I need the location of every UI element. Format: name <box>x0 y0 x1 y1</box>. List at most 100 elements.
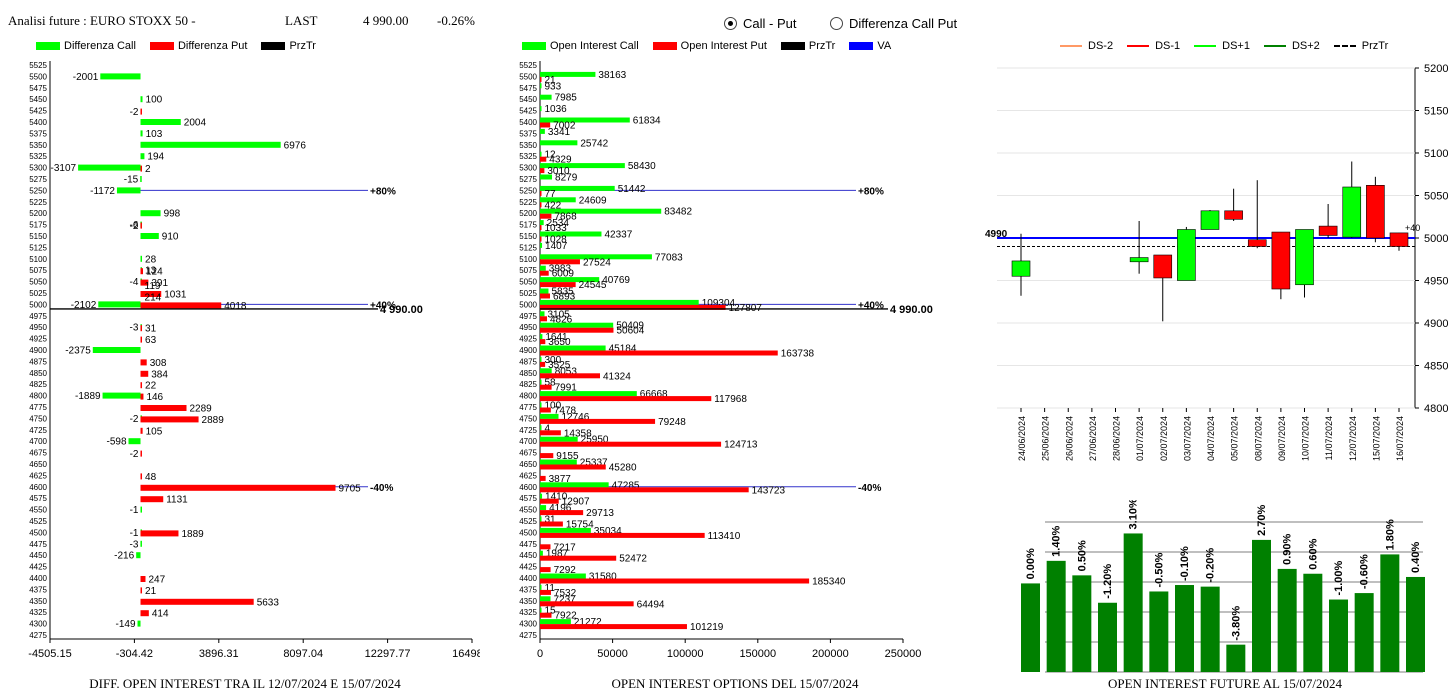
strike-tick-label: 5250 <box>519 186 537 195</box>
strike-tick-label: 4550 <box>29 506 47 515</box>
bar-value-label: -15 <box>124 175 139 186</box>
bar-value-label: 998 <box>164 209 181 220</box>
put-bar <box>140 382 143 389</box>
y-tick-label: 4900 <box>1424 318 1448 330</box>
put-bar <box>140 359 147 366</box>
call-bar <box>540 516 542 522</box>
strike-tick-label: 4925 <box>519 335 537 344</box>
strike-tick-label: 4425 <box>519 563 537 572</box>
y-tick-label: 5000 <box>1424 233 1448 245</box>
bar-value-label: 4196 <box>549 503 572 514</box>
date-tick-label: 01/07/2024 <box>1135 416 1145 461</box>
bar-value-label: 5835 <box>551 287 574 298</box>
call-bar <box>540 459 577 465</box>
strike-tick-label: 4775 <box>29 403 47 412</box>
call-bar <box>540 208 662 214</box>
strike-tick-label: 4800 <box>29 392 47 401</box>
bar-value-label: -149 <box>116 619 136 630</box>
oi-change-bar <box>1046 560 1066 672</box>
strike-tick-label: 5375 <box>29 129 47 138</box>
legend-right: DS-2 DS-1 DS+1 DS+2 PrzTr <box>1060 39 1402 53</box>
y-tick-label: 4950 <box>1424 276 1448 288</box>
put-bar <box>140 496 164 503</box>
strike-tick-label: 4275 <box>519 631 537 640</box>
strike-tick-label: 5425 <box>29 107 47 116</box>
bar-value-label: 24609 <box>579 195 607 206</box>
put-bar <box>140 484 336 491</box>
radio-unselected-icon[interactable] <box>830 17 843 30</box>
bar-value-label: 25742 <box>580 138 608 149</box>
oi-change-bar <box>1200 586 1220 672</box>
strike-tick-label: 5025 <box>29 289 47 298</box>
bar-value-label: 29713 <box>586 508 614 519</box>
bar-value-label: 1033 <box>545 223 568 234</box>
bar-value-label: 1889 <box>181 529 204 540</box>
strike-tick-label: 5200 <box>519 209 537 218</box>
bar-value-label: -2 <box>130 107 139 118</box>
call-bar <box>540 584 542 590</box>
bar-value-label: 35034 <box>594 526 622 537</box>
y-tick-label: 5050 <box>1424 191 1448 203</box>
put-bar <box>540 270 549 276</box>
put-bar <box>140 222 142 229</box>
put-bar <box>140 165 143 172</box>
oi-change-bar <box>1226 644 1246 672</box>
legend-diff-put: Differenza Put <box>177 40 248 52</box>
strike-tick-label: 4475 <box>519 540 537 549</box>
put-bar <box>140 279 149 286</box>
strike-tick-label: 5200 <box>29 209 47 218</box>
call-bar <box>540 299 699 305</box>
put-bar <box>540 122 551 128</box>
percent-marker-label: -40% <box>858 483 881 494</box>
bar-value-label: 7991 <box>555 383 578 394</box>
legend-swatch-oi-put <box>652 42 677 50</box>
bar-value-label: 1407 <box>545 241 568 252</box>
call-bar <box>140 210 161 217</box>
strike-tick-label: 5450 <box>29 95 47 104</box>
put-bar <box>540 567 551 573</box>
bar-value-label: 5633 <box>257 597 280 608</box>
legend-line-prztr <box>1333 45 1356 47</box>
oi-change-bar <box>1252 539 1271 672</box>
strike-tick-label: 5475 <box>29 84 47 93</box>
put-bar <box>140 450 142 457</box>
last-label: LAST <box>285 13 318 28</box>
legend-line-ds+1 <box>1194 45 1217 47</box>
bar-value-label: 50604 <box>616 326 644 337</box>
put-bar <box>140 576 146 582</box>
radio-selected-icon[interactable] <box>724 17 737 30</box>
bar-value-label: 13 <box>145 266 157 277</box>
bar-value-label: 79248 <box>658 417 686 428</box>
bar-value-label: 24545 <box>579 280 607 291</box>
call-bar <box>540 231 602 237</box>
strike-tick-label: 5100 <box>29 255 47 264</box>
strike-tick-label: 4700 <box>29 437 47 446</box>
strike-tick-label: 4825 <box>519 380 537 389</box>
strike-tick-label: 5225 <box>519 198 537 207</box>
date-tick-label: 28/06/2024 <box>1112 416 1122 461</box>
bar-value-label: 31 <box>545 515 557 526</box>
strike-tick-label: 4425 <box>29 563 47 572</box>
bar-value-label: -216 <box>114 551 134 562</box>
date-tick-label: 02/07/2024 <box>1159 416 1169 461</box>
radio-call-put[interactable]: Call - Put <box>724 16 796 31</box>
strike-tick-label: 4825 <box>29 380 47 389</box>
put-bar <box>540 316 548 322</box>
bar-value-label: 11 <box>545 583 556 594</box>
bar-value-label: 77083 <box>655 252 683 263</box>
call-bar <box>540 220 544 226</box>
strike-tick-label: 4775 <box>519 403 537 412</box>
bar-value-label: 163738 <box>781 349 815 360</box>
strike-tick-label: 5075 <box>519 266 537 275</box>
bar-value-label: 21 <box>145 586 157 597</box>
oi-change-label: -0.10% <box>1179 546 1191 581</box>
oi-change-bar <box>1175 585 1194 672</box>
bar-value-label: 51442 <box>618 184 646 195</box>
strike-tick-label: 5250 <box>29 186 47 195</box>
strike-tick-label: 4700 <box>519 437 537 446</box>
strike-tick-label: 4650 <box>519 460 537 469</box>
radio-diff-call-put[interactable]: Differenza Call Put <box>830 16 957 31</box>
bar-value-label: 1036 <box>545 104 568 115</box>
call-bar <box>116 187 141 194</box>
bar-value-label: -6 <box>129 220 138 231</box>
